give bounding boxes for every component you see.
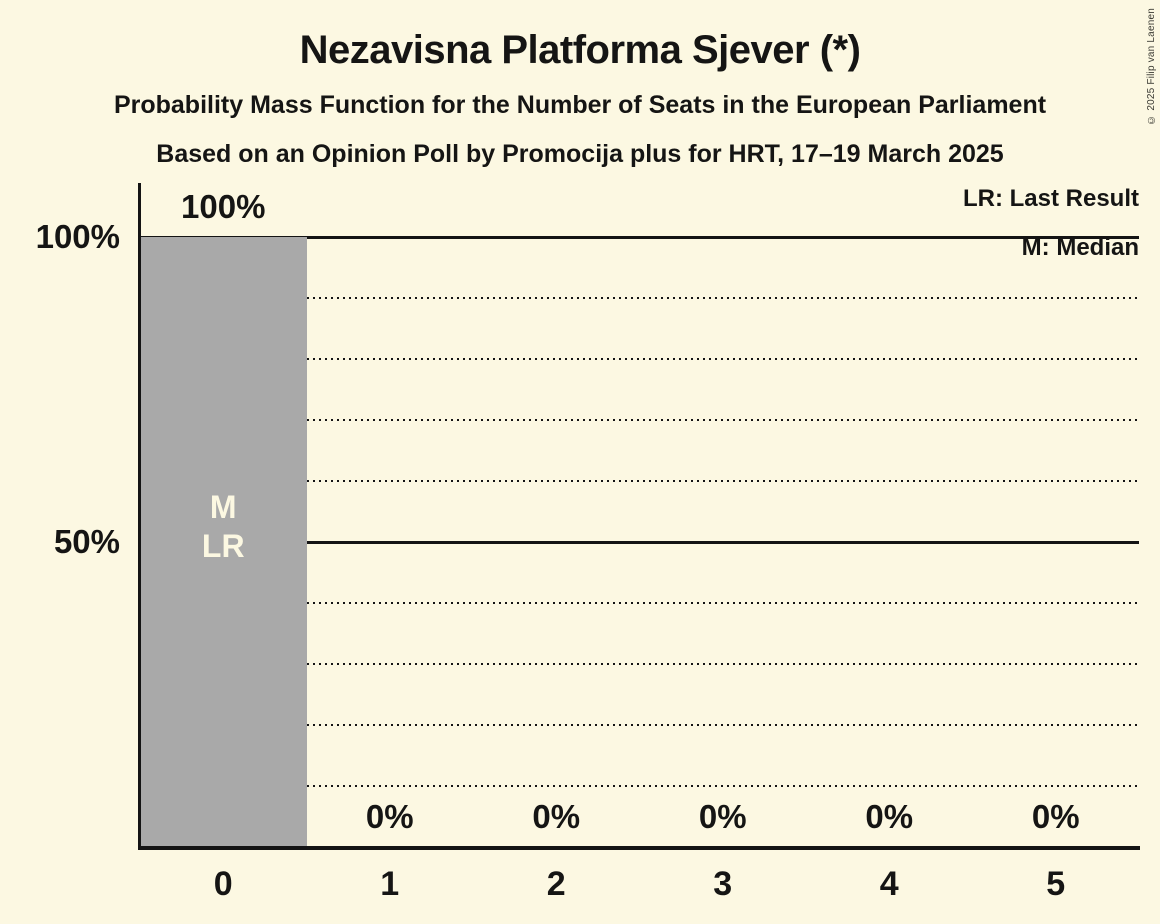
legend-median: M: Median [1021,234,1139,261]
y-axis-line [138,183,141,850]
bar-value-label-3: 0% [698,798,747,835]
bar-seats-0 [140,237,307,847]
bar-value-label-4: 0% [865,798,914,835]
bar-annotation-m-seat-0: M [209,489,237,525]
gridline-100pct [139,235,1139,239]
y-tick-label-100pct: 100% [35,218,120,255]
x-tick-label-4: 4 [879,865,899,903]
gridline-70pct [139,419,1139,421]
gridline-80pct [139,358,1139,360]
bar-annotation-lr-seat-0: LR [201,528,245,564]
chart-source-line: Based on an Opinion Poll by Promocija pl… [156,140,1004,168]
gridline-60pct [139,480,1139,482]
gridline-30pct [139,663,1139,665]
gridline-40pct [139,602,1139,604]
x-tick-label-2: 2 [546,865,566,903]
bar-value-label-0: 100% [181,188,266,225]
legend-last-result: LR: Last Result [962,185,1139,212]
gridline-90pct [139,297,1139,299]
y-tick-label-50pct: 50% [53,523,120,560]
gridline-10pct [139,785,1139,787]
x-tick-label-5: 5 [1046,865,1066,903]
gridline-20pct [139,724,1139,726]
x-axis-line [138,846,1140,850]
x-tick-label-0: 0 [213,865,233,903]
x-tick-label-3: 3 [713,865,733,903]
chart-subtitle: Probability Mass Function for the Number… [113,91,1047,119]
bar-value-label-5: 0% [1031,798,1080,835]
gridline-50pct [139,540,1139,544]
bar-value-label-1: 0% [365,798,414,835]
chart-title: Nezavisna Platforma Sjever (*) [299,28,861,72]
bar-value-label-2: 0% [532,798,581,835]
x-tick-label-1: 1 [380,865,400,903]
